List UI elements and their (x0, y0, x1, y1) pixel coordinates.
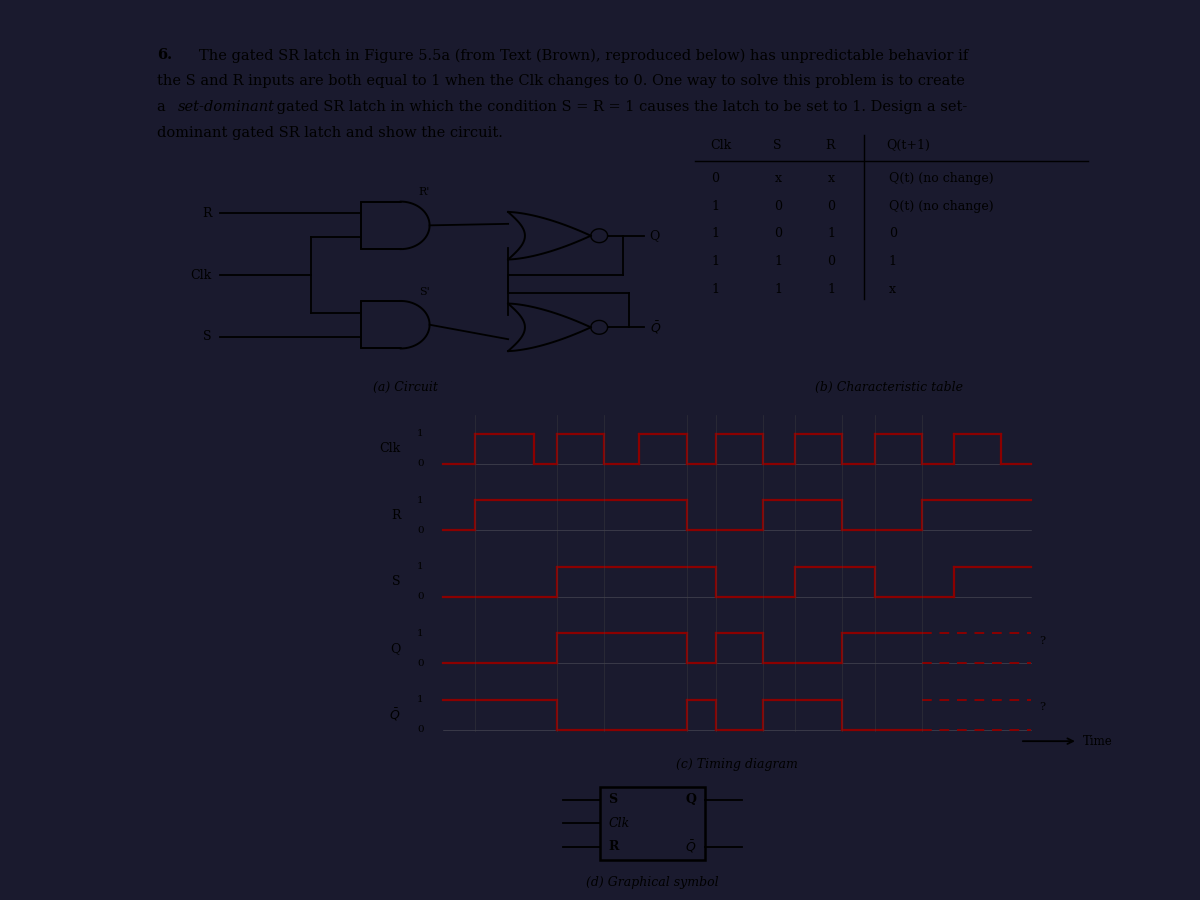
Text: 1: 1 (774, 255, 782, 268)
Text: Clk: Clk (608, 816, 630, 830)
Text: Time: Time (1084, 734, 1112, 748)
Text: set-dominant: set-dominant (178, 100, 275, 114)
Text: 0: 0 (774, 200, 782, 212)
Text: $\bar{Q}$: $\bar{Q}$ (649, 320, 661, 336)
Text: x: x (775, 172, 782, 185)
Text: S: S (203, 330, 211, 343)
Text: Clk: Clk (710, 139, 732, 152)
Text: R: R (202, 207, 211, 220)
Text: dominant gated SR latch and show the circuit.: dominant gated SR latch and show the cir… (157, 126, 503, 140)
Bar (600, 787, 706, 860)
Text: S': S' (419, 286, 430, 297)
Text: Q(t) (no change): Q(t) (no change) (889, 200, 994, 212)
Text: 1: 1 (712, 255, 720, 268)
Text: 1: 1 (712, 200, 720, 212)
Text: a: a (157, 100, 170, 114)
Text: S: S (392, 575, 401, 589)
Text: 0: 0 (416, 592, 424, 601)
Text: 0: 0 (827, 255, 835, 268)
Text: Q: Q (649, 230, 660, 242)
Text: the S and R inputs are both equal to 1 when the Clk changes to 0. One way to sol: the S and R inputs are both equal to 1 w… (157, 74, 965, 88)
Text: 0: 0 (889, 228, 896, 240)
Text: x: x (828, 172, 834, 185)
Text: 1: 1 (416, 429, 424, 438)
Text: 1: 1 (712, 283, 720, 295)
Text: 0: 0 (712, 172, 720, 185)
Text: 0: 0 (416, 459, 424, 468)
Text: gated SR latch in which the condition S = R = 1 causes the latch to be set to 1.: gated SR latch in which the condition S … (272, 100, 967, 114)
Text: The gated SR latch in Figure 5.5a (from Text (Brown), reproduced below) has unpr: The gated SR latch in Figure 5.5a (from … (199, 49, 968, 63)
Text: Clk: Clk (379, 442, 401, 455)
Text: 1: 1 (827, 283, 835, 295)
Text: R: R (826, 139, 835, 152)
Text: 1: 1 (774, 283, 782, 295)
Text: 0: 0 (774, 228, 782, 240)
Text: 0: 0 (416, 526, 424, 535)
Text: x: x (889, 283, 895, 295)
Text: 0: 0 (827, 200, 835, 212)
Text: R: R (391, 508, 401, 522)
Text: (a) Circuit: (a) Circuit (373, 381, 438, 394)
Text: 1: 1 (889, 255, 896, 268)
Text: Q(t+1): Q(t+1) (887, 139, 930, 152)
Text: R': R' (419, 187, 430, 197)
Text: Q(t) (no change): Q(t) (no change) (889, 172, 994, 185)
Text: $\bar{Q}$: $\bar{Q}$ (685, 839, 696, 855)
Text: 1: 1 (416, 496, 424, 505)
Text: ?: ? (1039, 635, 1045, 646)
Text: S: S (773, 139, 781, 152)
Text: 6.: 6. (157, 49, 172, 62)
Text: (b) Characteristic table: (b) Characteristic table (815, 381, 962, 394)
Text: 1: 1 (416, 562, 424, 572)
Text: Q: Q (390, 642, 401, 655)
Text: R: R (608, 841, 619, 853)
Text: $\bar{Q}$: $\bar{Q}$ (389, 706, 401, 723)
Text: S: S (608, 793, 618, 806)
Text: Q: Q (685, 793, 696, 806)
Text: Clk: Clk (191, 268, 211, 282)
Text: 1: 1 (827, 228, 835, 240)
Text: 1: 1 (416, 629, 424, 638)
Text: 1: 1 (416, 696, 424, 705)
Text: ?: ? (1039, 702, 1045, 712)
Text: (c) Timing diagram: (c) Timing diagram (676, 759, 798, 771)
Text: (d) Graphical symbol: (d) Graphical symbol (586, 876, 719, 888)
Text: 0: 0 (416, 659, 424, 668)
Text: 1: 1 (712, 228, 720, 240)
Text: 0: 0 (416, 725, 424, 734)
